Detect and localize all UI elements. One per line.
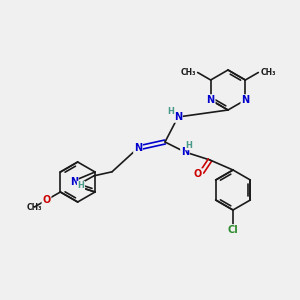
Text: N: N	[134, 143, 142, 153]
Text: O: O	[42, 195, 51, 205]
Text: N: N	[207, 95, 215, 105]
Text: H: H	[168, 106, 174, 116]
Text: Cl: Cl	[228, 225, 238, 235]
Text: N: N	[174, 112, 182, 122]
Text: N: N	[241, 95, 249, 105]
Text: O: O	[194, 169, 202, 179]
Text: H: H	[77, 182, 84, 190]
Text: CH₃: CH₃	[180, 68, 196, 77]
Text: N: N	[70, 177, 78, 187]
Text: CH₃: CH₃	[27, 202, 42, 211]
Text: H: H	[186, 140, 192, 149]
Text: CH₃: CH₃	[260, 68, 276, 77]
Text: N: N	[181, 147, 189, 157]
